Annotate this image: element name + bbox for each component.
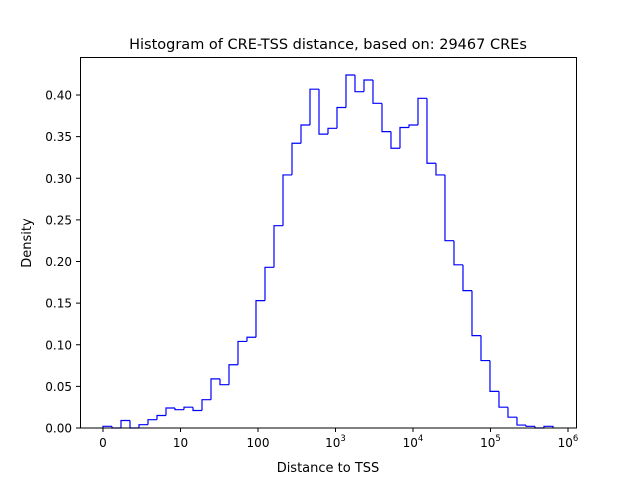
histogram-bin [273,225,283,268]
histogram-bins [102,74,554,429]
histogram-bin [390,131,400,149]
histogram-bin [372,80,382,104]
histogram-bin [237,340,247,365]
x-tick-label: 0 [99,436,107,450]
histogram-bin [489,360,499,392]
x-tick-label: 104 [403,434,424,450]
histogram-bin [543,425,554,428]
histogram-bin [453,240,463,266]
histogram-bin [201,399,211,411]
histogram-bin [426,98,436,164]
histogram-bin [462,264,472,292]
x-axis-ticks: 0 10 100 103 104 105 106 [99,428,578,450]
histogram-bin [183,406,193,410]
histogram-bin [516,417,526,426]
histogram-bin [147,419,157,425]
histogram-bin [498,391,508,408]
histogram-bin [327,127,337,135]
histogram-bin [174,408,184,411]
histogram-bin [156,414,166,420]
plot-frame [80,57,577,429]
chart-title: Histogram of CRE-TSS distance, based on:… [129,37,527,53]
x-tick-label: 103 [325,434,346,450]
histogram-bin [399,126,409,149]
histogram-bin [525,425,535,427]
histogram-bin [102,425,112,428]
y-tick-label: 0.10 [45,338,72,352]
y-tick-label: 0.00 [45,422,72,436]
histogram-bin [354,75,364,93]
histogram-bin [291,142,301,175]
histogram-bin [300,124,310,144]
histogram-bin [507,407,517,418]
histogram-bin [363,79,373,92]
histogram-bin [309,88,319,125]
x-tick-label: 105 [480,434,501,450]
histogram-bin [228,364,238,385]
y-tick-label: 0.05 [45,380,72,394]
histogram-bin [435,163,445,176]
x-tick-label: 106 [558,434,579,450]
histogram-bin [138,424,148,428]
y-tick-label: 0.20 [45,255,72,269]
histogram-bin [165,407,175,416]
y-tick-label: 0.30 [45,172,72,186]
y-axis-ticks: 0.00 0.05 0.10 0.15 0.20 0.25 0.30 0.35 0.40 [45,89,80,436]
histogram-bin [444,174,454,242]
x-tick-label: 100 [247,436,270,450]
histogram-bin [192,407,202,412]
histogram-bin [345,74,355,108]
histogram-bin [480,335,490,362]
histogram-bin [408,124,418,128]
histogram-bin [255,300,265,338]
x-axis-label: Distance to TSS [277,461,380,476]
histogram-bin [336,106,346,129]
y-tick-label: 0.40 [45,89,72,103]
histogram-bin [417,97,427,125]
histogram-bin [318,89,328,135]
histogram-bin [471,290,481,337]
histogram-bin [282,174,292,226]
y-tick-label: 0.35 [45,130,72,144]
histogram-bin [264,266,274,301]
y-tick-label: 0.15 [45,297,72,311]
histogram-bin [381,103,391,133]
y-tick-label: 0.25 [45,213,72,227]
histogram-bin [120,419,130,428]
y-axis-label: Density [20,218,35,268]
histogram-bin [246,336,256,342]
histogram-bin [210,378,220,400]
x-tick-label: 10 [173,436,188,450]
histogram-bin [219,378,229,386]
